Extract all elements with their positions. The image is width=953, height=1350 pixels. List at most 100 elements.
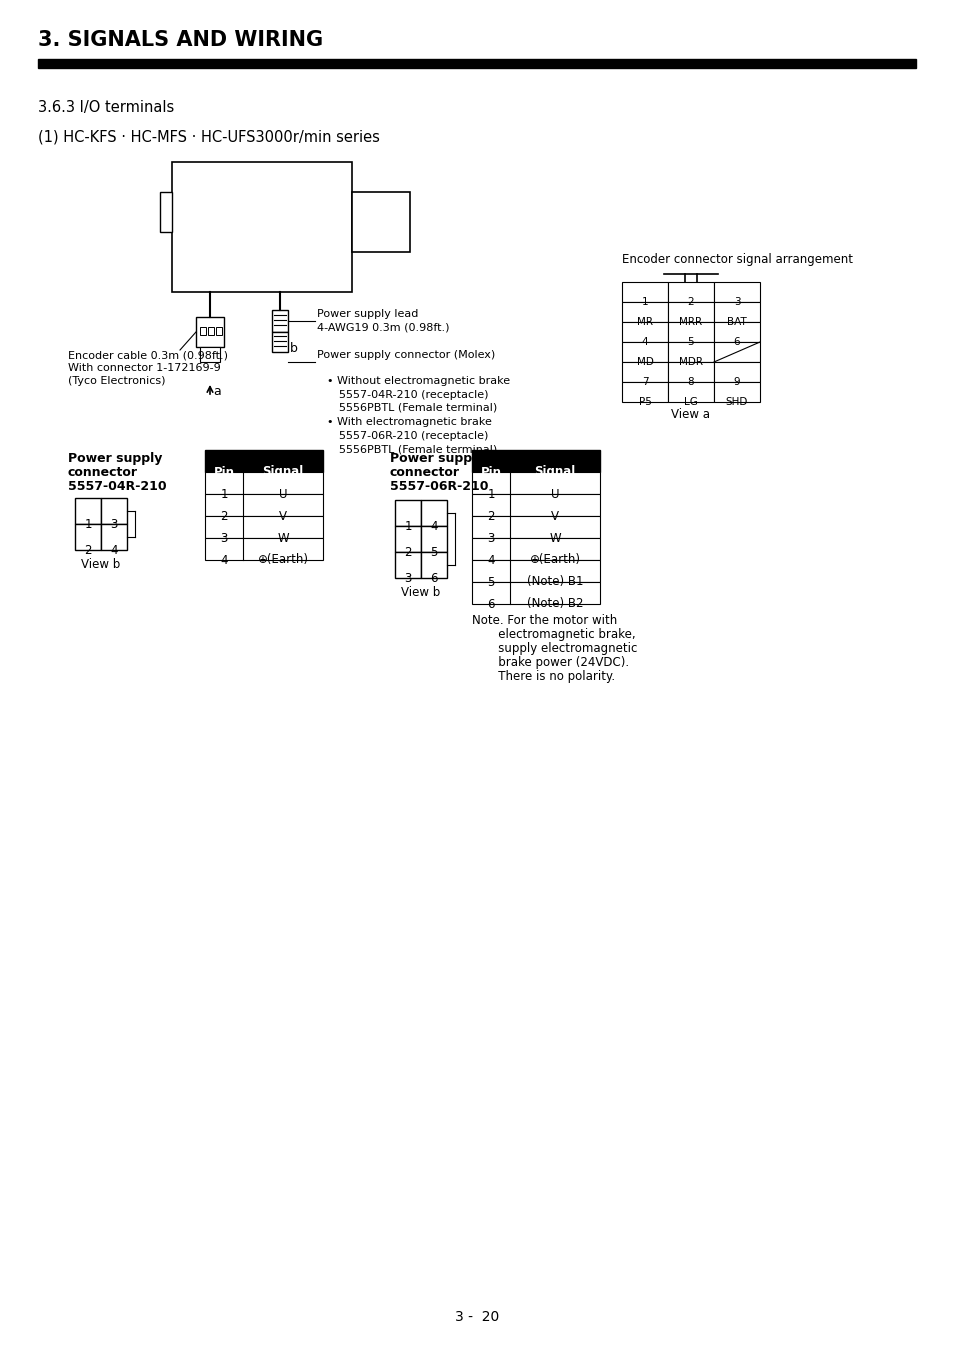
- Bar: [472, 450, 599, 472]
- Text: 4: 4: [430, 520, 437, 532]
- Text: 4: 4: [487, 554, 495, 567]
- Bar: [205, 516, 323, 539]
- Bar: [75, 498, 101, 524]
- Text: 3: 3: [487, 532, 495, 544]
- Text: With connector 1-172169-9: With connector 1-172169-9: [68, 363, 220, 373]
- Text: View b: View b: [81, 558, 120, 571]
- Bar: [667, 302, 713, 323]
- Text: 3: 3: [111, 517, 117, 531]
- Text: electromagnetic brake,: electromagnetic brake,: [472, 628, 635, 641]
- Text: MRR: MRR: [679, 317, 701, 327]
- Text: • With electromagnetic brake: • With electromagnetic brake: [327, 417, 492, 427]
- Bar: [160, 192, 172, 232]
- Text: View a: View a: [671, 408, 710, 421]
- Bar: [205, 494, 323, 516]
- Text: 5556PBTL (Female terminal): 5556PBTL (Female terminal): [338, 444, 497, 454]
- Bar: [621, 282, 667, 302]
- Bar: [472, 582, 599, 603]
- Text: Power supply connector (Molex): Power supply connector (Molex): [316, 350, 495, 360]
- Text: MR: MR: [637, 317, 652, 327]
- Text: 5557-06R-210 (receptacle): 5557-06R-210 (receptacle): [338, 431, 488, 441]
- Bar: [713, 382, 760, 402]
- Text: (Tyco Electronics): (Tyco Electronics): [68, 377, 165, 386]
- Text: Signal: Signal: [534, 466, 575, 478]
- Text: supply electromagnetic: supply electromagnetic: [472, 643, 637, 655]
- Text: P5: P5: [638, 397, 651, 406]
- Bar: [713, 302, 760, 323]
- Text: Pin: Pin: [480, 466, 501, 478]
- Text: 8: 8: [687, 377, 694, 387]
- Text: 5: 5: [487, 575, 495, 589]
- Bar: [420, 526, 447, 552]
- Bar: [420, 552, 447, 578]
- Bar: [38, 59, 915, 68]
- Bar: [101, 524, 127, 549]
- Text: 3: 3: [733, 297, 740, 306]
- Text: Signal: Signal: [262, 466, 303, 478]
- Bar: [667, 382, 713, 402]
- Bar: [395, 526, 420, 552]
- Text: 6: 6: [430, 571, 437, 585]
- Text: 5557-04R-210 (receptacle): 5557-04R-210 (receptacle): [338, 390, 488, 400]
- Text: 4: 4: [111, 544, 117, 556]
- Text: W: W: [277, 532, 289, 544]
- Text: 3: 3: [220, 532, 228, 544]
- Text: (Note) B1: (Note) B1: [526, 575, 582, 589]
- Text: 4: 4: [220, 554, 228, 567]
- Bar: [205, 539, 323, 560]
- Bar: [101, 498, 127, 524]
- Bar: [472, 472, 599, 494]
- Bar: [208, 327, 213, 335]
- Bar: [472, 516, 599, 539]
- Text: 7: 7: [641, 377, 648, 387]
- Text: 1: 1: [404, 520, 412, 532]
- Bar: [195, 317, 224, 347]
- Text: Encoder connector signal arrangement: Encoder connector signal arrangement: [621, 252, 852, 266]
- Text: 5557-04R-210: 5557-04R-210: [68, 481, 167, 493]
- Text: MD: MD: [636, 356, 653, 367]
- Text: SHD: SHD: [725, 397, 747, 406]
- Text: 5: 5: [687, 338, 694, 347]
- Text: Power supply lead: Power supply lead: [316, 309, 418, 319]
- Text: 1: 1: [84, 517, 91, 531]
- Bar: [395, 500, 420, 526]
- Bar: [621, 323, 667, 342]
- Bar: [272, 332, 288, 352]
- Text: 3: 3: [404, 571, 412, 585]
- Text: U: U: [550, 487, 558, 501]
- Text: 6: 6: [487, 598, 495, 610]
- Text: 4-AWG19 0.3m (0.98ft.): 4-AWG19 0.3m (0.98ft.): [316, 323, 449, 333]
- Text: brake power (24VDC).: brake power (24VDC).: [472, 656, 628, 670]
- Text: a: a: [213, 385, 220, 398]
- Text: b: b: [290, 342, 297, 355]
- Text: connector: connector: [68, 466, 138, 479]
- Bar: [215, 327, 222, 335]
- Bar: [621, 302, 667, 323]
- Text: 3. SIGNALS AND WIRING: 3. SIGNALS AND WIRING: [38, 30, 323, 50]
- Bar: [205, 472, 323, 494]
- Bar: [172, 162, 352, 292]
- Bar: [621, 382, 667, 402]
- Bar: [621, 342, 667, 362]
- Bar: [667, 342, 713, 362]
- Text: There is no polarity.: There is no polarity.: [472, 670, 615, 683]
- Text: 1: 1: [487, 487, 495, 501]
- Text: connector: connector: [390, 466, 459, 479]
- Text: 1: 1: [220, 487, 228, 501]
- Bar: [472, 560, 599, 582]
- Text: (Note) B2: (Note) B2: [526, 598, 582, 610]
- Text: Pin: Pin: [213, 466, 234, 478]
- Bar: [713, 362, 760, 382]
- Text: 6: 6: [733, 338, 740, 347]
- Text: 5: 5: [430, 545, 437, 559]
- Text: ⊕(Earth): ⊕(Earth): [529, 554, 579, 567]
- Bar: [272, 310, 288, 332]
- Bar: [395, 552, 420, 578]
- Bar: [713, 342, 760, 362]
- Text: 2: 2: [404, 545, 412, 559]
- Text: 2: 2: [487, 509, 495, 522]
- Text: 2: 2: [687, 297, 694, 306]
- Text: BAT: BAT: [726, 317, 746, 327]
- Bar: [205, 450, 323, 472]
- Bar: [667, 323, 713, 342]
